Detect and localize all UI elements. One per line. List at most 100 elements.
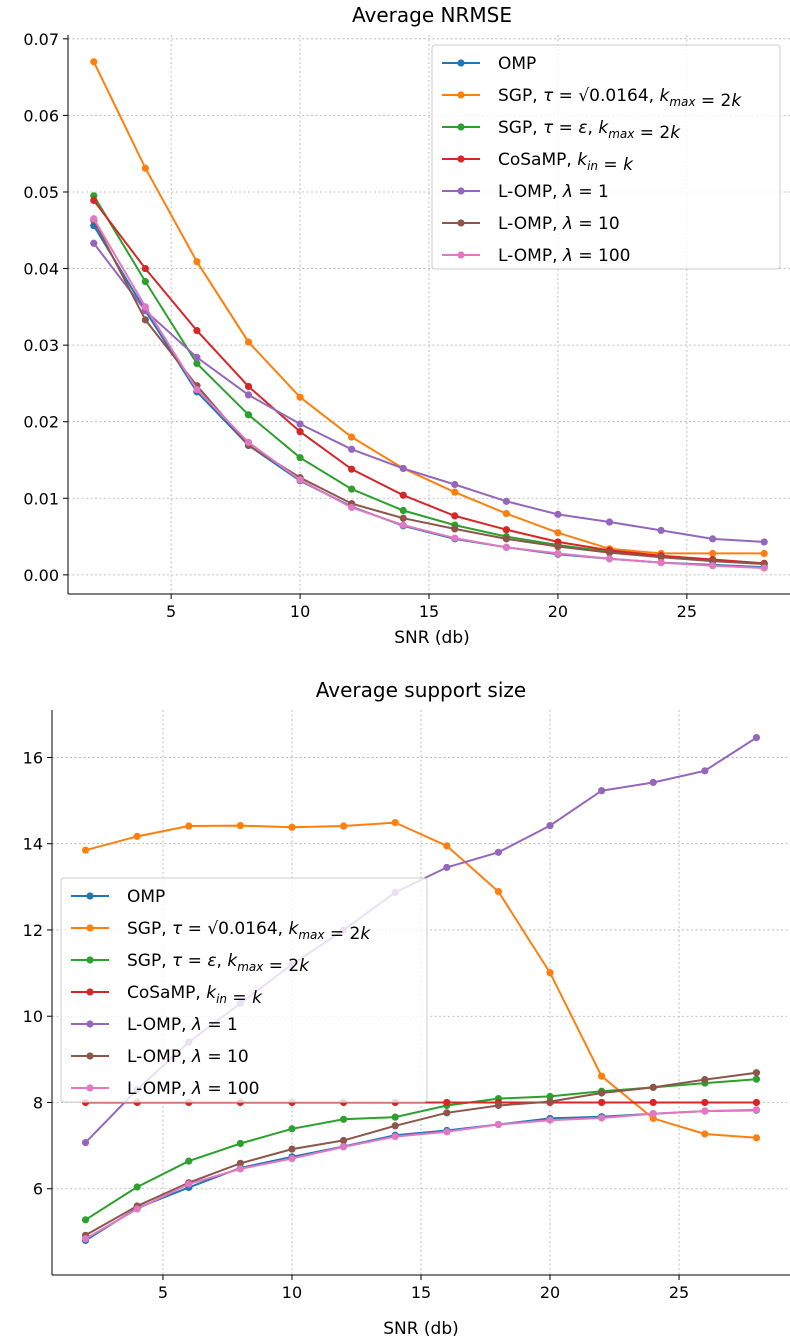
legend-marker: [457, 187, 465, 195]
series-line: [85, 821, 757, 1139]
legend-label: CoSaMP, kin = k: [498, 150, 634, 175]
legend: OMP SGP, τ = √0.0164, kmax = 2k SGP, τ = ε…: [431, 44, 781, 270]
data-point: [296, 420, 304, 428]
data-point: [701, 1076, 709, 1084]
data-point: [494, 1101, 503, 1110]
y-tick-label: 0.02: [23, 413, 59, 432]
data-point: [133, 832, 141, 840]
legend-marker: [86, 924, 94, 932]
data-point: [546, 1098, 554, 1106]
data-point: [391, 1132, 399, 1141]
data-point: [348, 465, 356, 473]
data-point: [81, 846, 90, 854]
data-point: [701, 1130, 709, 1138]
legend-marker: [457, 91, 465, 99]
data-point: [236, 1159, 244, 1167]
y-tick-label: 8: [33, 1093, 43, 1112]
x-tick-label: 5: [158, 1283, 168, 1302]
data-point: [752, 1098, 761, 1107]
data-point: [546, 1092, 554, 1101]
data-point: [554, 529, 562, 537]
legend-label: OMP: [127, 887, 165, 907]
data-point: [494, 1120, 503, 1129]
data-point: [236, 1165, 244, 1173]
data-point: [494, 887, 503, 896]
legend-label: SGP, τ = ε, kmax = 2k: [498, 118, 681, 143]
chart-title: Average NRMSE: [352, 3, 512, 27]
y-tick-label: 12: [23, 921, 43, 940]
series-line: [93, 199, 765, 565]
data-point: [443, 842, 451, 850]
x-tick-label: 15: [419, 602, 439, 621]
data-point: [193, 385, 201, 394]
data-point: [451, 525, 459, 533]
data-point: [598, 1114, 606, 1122]
data-point: [546, 969, 554, 977]
data-point: [133, 1205, 141, 1213]
data-point: [141, 303, 149, 311]
data-point: [391, 1122, 399, 1130]
data-point: [760, 564, 768, 572]
legend-marker: [457, 59, 465, 67]
data-point: [554, 542, 562, 551]
data-point: [709, 562, 717, 570]
data-point: [348, 503, 356, 512]
data-point: [657, 526, 665, 535]
data-point: [605, 549, 614, 557]
data-point: [81, 1235, 90, 1243]
data-point: [90, 196, 98, 205]
legend-label: SGP, τ = √0.0164, kmax = 2k: [127, 919, 371, 944]
data-point: [554, 549, 562, 558]
data-point: [494, 848, 503, 856]
data-point: [81, 1138, 90, 1147]
legend-marker: [86, 1020, 94, 1028]
y-tick-label: 0.03: [23, 336, 59, 355]
data-point: [244, 382, 253, 391]
legend-box: [431, 44, 781, 270]
data-point: [236, 821, 244, 830]
data-point: [502, 497, 510, 505]
legend-label: L-OMP, λ = 100: [127, 1079, 259, 1099]
data-point: [399, 514, 407, 522]
data-point: [185, 1157, 193, 1165]
legend-box: [60, 877, 428, 1103]
data-point: [236, 1139, 244, 1148]
data-point: [348, 433, 356, 441]
data-point: [399, 506, 407, 515]
data-point: [546, 821, 554, 830]
series-4: [90, 239, 768, 546]
data-point: [701, 1098, 709, 1107]
data-point: [244, 391, 253, 399]
data-point: [657, 553, 665, 561]
legend-marker: [86, 956, 94, 964]
data-point: [752, 1106, 761, 1114]
data-point: [348, 445, 356, 453]
data-point: [339, 822, 348, 830]
series-line: [85, 1071, 757, 1237]
data-point: [90, 215, 98, 223]
y-tick-label: 0.07: [23, 30, 59, 49]
y-tick-label: 0.04: [23, 260, 59, 279]
legend-label: SGP, τ = ε, kmax = 2k: [127, 951, 310, 976]
legend-marker: [86, 892, 94, 900]
legend-label: SGP, τ = √0.0164, kmax = 2k: [498, 86, 742, 111]
series-line: [85, 1108, 757, 1240]
data-point: [141, 277, 149, 286]
data-point: [296, 393, 304, 401]
data-point: [502, 543, 510, 551]
y-tick-label: 10: [23, 1007, 43, 1026]
data-point: [752, 1069, 761, 1077]
data-point: [339, 1115, 348, 1123]
data-point: [760, 538, 768, 546]
data-point: [399, 521, 407, 529]
data-point: [554, 510, 562, 518]
x-tick-label: 10: [290, 602, 310, 621]
data-point: [502, 526, 510, 534]
data-point: [339, 1143, 348, 1151]
data-point: [133, 1183, 141, 1191]
legend-marker: [86, 988, 94, 996]
legend-label: L-OMP, λ = 100: [498, 246, 630, 266]
series-line: [92, 219, 765, 566]
data-point: [185, 822, 193, 830]
y-tick-label: 14: [23, 835, 43, 854]
